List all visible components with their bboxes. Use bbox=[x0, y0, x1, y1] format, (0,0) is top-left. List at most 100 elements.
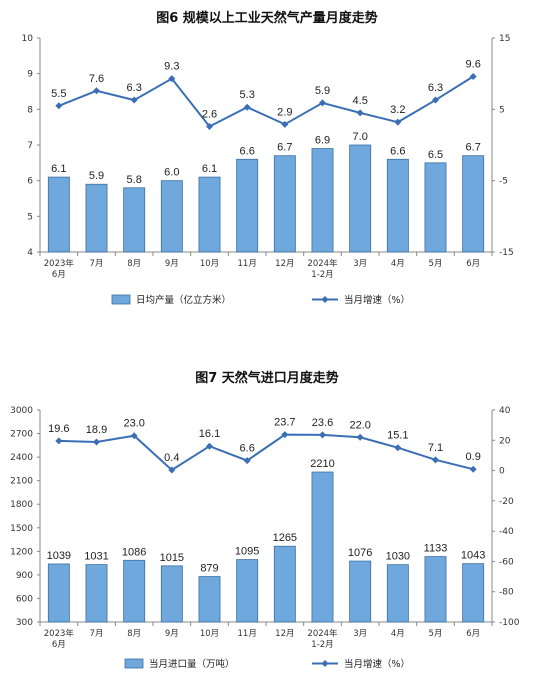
y-tick-label: 1200 bbox=[10, 547, 33, 557]
growth-value-label: 9.6 bbox=[466, 59, 481, 71]
growth-value-label: 0.9 bbox=[466, 451, 481, 463]
x-tick-label: 2023年 bbox=[44, 628, 75, 639]
bar bbox=[424, 556, 447, 623]
x-tick-label: 4月 bbox=[391, 259, 405, 269]
growth-point bbox=[168, 75, 176, 83]
y-tick-label: 7 bbox=[27, 141, 33, 151]
x-tick-label: 7月 bbox=[90, 629, 104, 639]
bar bbox=[349, 560, 372, 623]
bar bbox=[198, 576, 221, 623]
growth-point bbox=[243, 103, 251, 111]
bar bbox=[273, 155, 296, 253]
bar bbox=[47, 563, 70, 623]
growth-point bbox=[243, 457, 251, 465]
x-tick-label: 6月 bbox=[52, 270, 66, 280]
y2-tick-label: 40 bbox=[499, 406, 511, 416]
x-tick-label: 9月 bbox=[165, 259, 179, 269]
growth-value-label: 5.3 bbox=[240, 89, 255, 101]
y-tick-label: 600 bbox=[16, 594, 33, 604]
growth-point bbox=[281, 431, 289, 439]
bar bbox=[236, 158, 259, 253]
growth-value-label: 23.7 bbox=[274, 417, 295, 429]
y2-tick-label: -80 bbox=[499, 588, 514, 598]
x-tick-label: 6月 bbox=[466, 629, 480, 639]
growth-point bbox=[356, 433, 364, 441]
growth-point bbox=[394, 118, 402, 126]
y2-tick-label: -100 bbox=[499, 618, 520, 628]
bar bbox=[198, 176, 221, 253]
growth-line bbox=[58, 433, 474, 472]
bar bbox=[85, 183, 108, 253]
bar-value-label: 6.1 bbox=[51, 163, 66, 175]
y2-tick-label: 0 bbox=[499, 467, 505, 477]
growth-point bbox=[432, 456, 439, 464]
bar-value-label: 1039 bbox=[47, 550, 71, 562]
x-tick-label: 7月 bbox=[90, 259, 104, 269]
growth-point bbox=[168, 466, 176, 474]
growth-point bbox=[206, 442, 213, 450]
growth-point bbox=[93, 87, 100, 95]
bar bbox=[236, 559, 259, 623]
bar-value-label: 1086 bbox=[122, 546, 146, 558]
y2-tick-label: -5 bbox=[499, 177, 508, 187]
growth-value-label: 5.9 bbox=[315, 85, 330, 97]
bar-value-label: 1265 bbox=[273, 532, 297, 544]
x-tick-label: 11月 bbox=[238, 629, 257, 639]
bar-value-label: 1015 bbox=[160, 552, 184, 564]
bar-value-label: 6.0 bbox=[164, 167, 179, 179]
bar bbox=[47, 176, 70, 253]
bar bbox=[386, 564, 409, 623]
legend-bar-label: 日均产量（亿立方米） bbox=[136, 294, 231, 306]
x-tick-label: 9月 bbox=[165, 629, 179, 639]
y-tick-label: 10 bbox=[22, 34, 34, 44]
y2-tick-label: 20 bbox=[499, 436, 511, 446]
y-tick-label: 1800 bbox=[10, 500, 33, 510]
x-tick-label: 8月 bbox=[127, 259, 141, 269]
y-tick-label: 1500 bbox=[10, 524, 33, 534]
bar bbox=[85, 564, 108, 623]
bar bbox=[123, 559, 146, 623]
bar bbox=[424, 162, 447, 253]
x-tick-label: 6月 bbox=[466, 259, 480, 269]
y-tick-label: 9 bbox=[27, 70, 33, 80]
legend-bar-label: 当月进口量（万吨） bbox=[149, 658, 235, 670]
bar-value-label: 2210 bbox=[310, 458, 334, 470]
bar-value-label: 6.7 bbox=[466, 142, 481, 154]
bar-value-label: 1076 bbox=[348, 547, 372, 559]
bar-value-label: 1133 bbox=[424, 543, 448, 555]
growth-point bbox=[432, 96, 439, 104]
growth-value-label: 3.2 bbox=[390, 104, 405, 116]
x-tick-label: 2024年 bbox=[307, 628, 338, 639]
x-tick-label: 5月 bbox=[429, 629, 443, 639]
growth-value-label: 19.6 bbox=[48, 423, 69, 435]
bar-value-label: 5.9 bbox=[89, 170, 104, 182]
growth-value-label: 16.1 bbox=[199, 428, 220, 440]
growth-value-label: 6.3 bbox=[127, 82, 142, 94]
bar-value-label: 1043 bbox=[461, 550, 485, 562]
bar-value-label: 1095 bbox=[235, 546, 259, 558]
x-tick-label: 12月 bbox=[275, 629, 294, 639]
y-tick-label: 2400 bbox=[10, 453, 33, 463]
y2-tick-label: -20 bbox=[499, 497, 514, 507]
growth-point bbox=[130, 432, 138, 440]
y-tick-label: 2700 bbox=[10, 430, 33, 440]
y-tick-label: 300 bbox=[16, 618, 33, 628]
growth-line bbox=[58, 75, 474, 128]
bar bbox=[386, 158, 409, 253]
bar-value-label: 6.1 bbox=[202, 163, 217, 175]
y-tick-label: 8 bbox=[27, 105, 33, 115]
growth-value-label: 7.1 bbox=[428, 442, 443, 454]
legend-line-label: 当月增速（%） bbox=[344, 658, 410, 670]
bar bbox=[462, 563, 485, 623]
growth-point bbox=[206, 122, 213, 130]
x-tick-label: 10月 bbox=[200, 259, 219, 269]
growth-point bbox=[93, 438, 100, 446]
growth-point bbox=[356, 109, 364, 117]
x-tick-label: 2023年 bbox=[44, 258, 75, 269]
y2-tick-label: 15 bbox=[499, 34, 510, 44]
y2-tick-label: -40 bbox=[499, 527, 514, 537]
chart-gas-production: 图6 规模以上工业天然气产量月度走势45678910-15-55152023年6… bbox=[22, 10, 514, 306]
growth-value-label: 4.5 bbox=[353, 95, 368, 107]
chart-title: 图6 规模以上工业天然气产量月度走势 bbox=[156, 10, 378, 26]
